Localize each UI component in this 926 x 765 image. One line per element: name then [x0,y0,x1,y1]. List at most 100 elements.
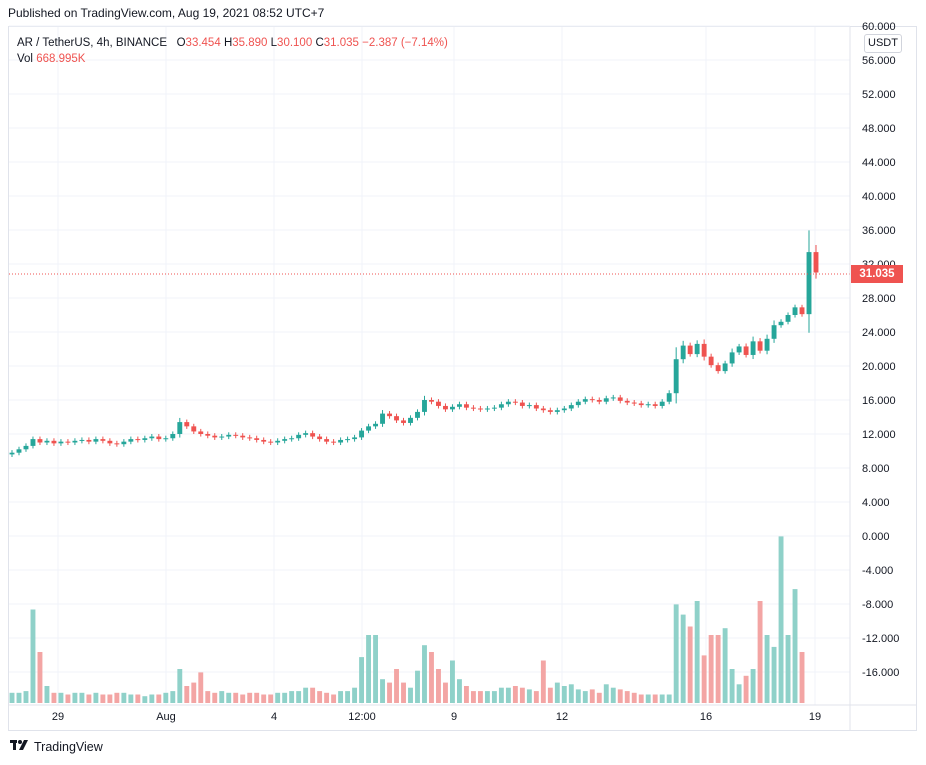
candle-body [512,401,518,403]
candle-body [450,406,455,410]
candle-body [114,443,120,445]
candle-body [247,437,253,439]
candle-body [380,413,385,424]
candle-body [373,423,378,427]
volume-bar [289,691,295,703]
candle-body [58,441,64,444]
volume-label[interactable]: Vol [17,53,33,65]
candle-body [603,398,609,402]
volume-bar [778,536,784,703]
candle-body [37,439,43,443]
volume-bar [401,682,406,703]
footer-brand[interactable]: TradingView [10,739,103,754]
candle-body [352,437,358,440]
volume-bar [296,691,302,703]
price-tick-label: 16.000 [862,395,896,407]
time-tick-label: 16 [700,711,712,723]
volume-bar [477,691,483,703]
candle-body [687,345,693,355]
candle-body [680,345,686,360]
candle-body [310,433,316,437]
volume-bar [177,669,183,703]
candle-body [359,430,365,438]
close-value: 31.035 [323,37,359,49]
candle-body [219,436,225,438]
symbol-label[interactable]: AR / TetherUS, 4h, BINANCE [17,37,167,49]
currency-badge[interactable]: USDT [864,34,902,53]
candle-body [750,341,756,355]
volume-bar [750,669,756,703]
candle-body [65,441,71,443]
volume-bar [540,660,546,703]
price-tick-label: 44.000 [862,157,896,169]
candle-body [547,410,553,412]
time-tick-label: 4 [271,711,277,723]
candle-body [240,435,246,438]
volume-bar [415,670,420,703]
candle-body [568,405,574,409]
footer-brand-text: TradingView [34,739,103,754]
candle-body [484,408,490,410]
candle-body [177,422,183,434]
candle-body [338,439,344,443]
candle-body [526,405,532,407]
volume-bar [121,692,127,703]
candle-body [226,434,232,437]
volume-bar [771,646,777,703]
volume-bar [463,686,469,703]
volume-bar [687,626,693,703]
price-tick-label: 20.000 [862,361,896,373]
volume-bar [51,692,57,703]
time-tick-label: 9 [451,711,457,723]
candle-body [589,399,595,401]
candle-body [303,433,309,435]
candle-body [666,393,672,402]
volume-bar [638,694,644,703]
volume-bar [736,684,742,703]
candle-body [401,420,406,423]
volume-bar [156,694,162,703]
candle-body [470,407,476,409]
candle-body [722,363,728,372]
candle-body [51,440,57,444]
volume-bar [526,689,532,703]
candle-body [659,401,665,406]
candle-body [624,400,630,403]
price-tick-label: 4.000 [862,497,890,509]
candle-body [394,416,399,421]
chart-legend: AR / TetherUS, 4h, BINANCE O33.454 H35.8… [17,35,448,67]
volume-bar [680,614,686,703]
candle-body [30,439,36,446]
candle-body [261,439,267,442]
time-tick-label: 19 [809,711,821,723]
candle-body [505,401,511,405]
volume-bar [324,692,330,703]
volume-bar [9,692,15,703]
candle-body [142,438,148,440]
volume-bar [547,687,553,703]
candle-body [463,404,469,408]
price-tick-label: 52.000 [862,89,896,101]
candle-body [610,397,616,399]
volume-bar [233,692,239,703]
volume-bar [659,694,665,703]
volume-bar [107,694,113,703]
price-axis: 60.000 56.000 52.000 48.000 44.000 40.000 36.0… [862,21,899,679]
volume-bar [359,657,365,703]
volume-bar [128,694,134,703]
candle-body [107,440,113,444]
candle-body [540,408,546,411]
volume-bar [582,691,588,703]
volume-bar [450,660,455,703]
time-tick-label: 12:00 [348,711,376,723]
volume-bar [72,692,78,703]
volume-bar [484,691,490,703]
time-tick-label: 12 [556,711,568,723]
price-tick-label: -4.000 [862,565,893,577]
price-tick-label: -8.000 [862,599,893,611]
volume-bar [16,692,22,703]
high-label: H [223,37,233,49]
volume-bar [303,687,309,703]
time-tick-label: Aug [156,711,176,723]
